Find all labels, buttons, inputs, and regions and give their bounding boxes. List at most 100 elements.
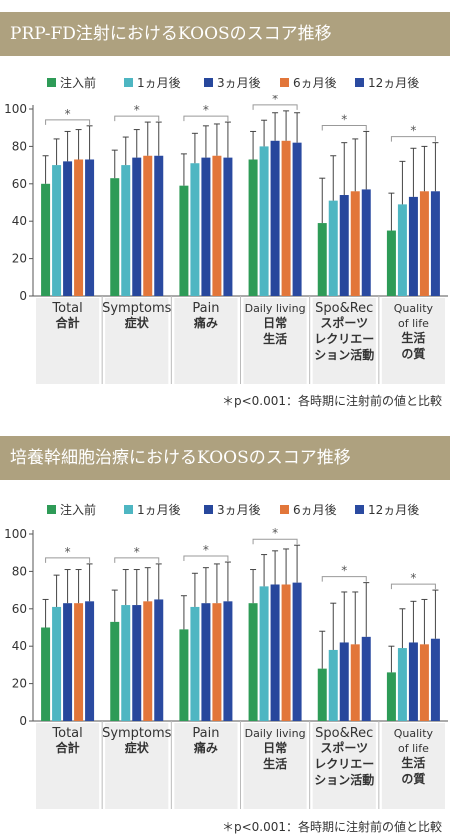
legend-swatch bbox=[204, 78, 213, 87]
legend-item: 3ヵ月後 bbox=[204, 74, 261, 91]
bar bbox=[41, 627, 51, 721]
y-tick-label: 0 bbox=[19, 289, 27, 303]
legend-swatch bbox=[204, 505, 213, 514]
bar bbox=[63, 161, 73, 296]
category-label-ja: の質 bbox=[401, 346, 425, 361]
category-label-ja: ション活動 bbox=[314, 772, 374, 787]
category-panel bbox=[174, 723, 238, 809]
bar bbox=[328, 649, 338, 721]
bar bbox=[397, 648, 407, 721]
category-label-en: Spo&Rec bbox=[315, 726, 373, 741]
bar bbox=[110, 621, 120, 721]
legend-label: 6ヵ月後 bbox=[293, 503, 337, 517]
legend-item: 6ヵ月後 bbox=[280, 74, 337, 91]
legend-item: 12ヵ月後 bbox=[355, 501, 419, 518]
y-tick-label: 60 bbox=[12, 177, 27, 191]
legend-swatch bbox=[47, 505, 56, 514]
category-label-en: Pain bbox=[192, 726, 219, 741]
legend-label: 6ヵ月後 bbox=[293, 76, 337, 90]
category-panel bbox=[105, 723, 169, 809]
bar bbox=[419, 644, 429, 721]
y-tick-label: 40 bbox=[12, 214, 27, 228]
y-tick-label: 60 bbox=[12, 602, 27, 616]
significance-bracket bbox=[390, 136, 436, 142]
category-panel bbox=[312, 298, 376, 384]
significance-bracket bbox=[45, 557, 91, 563]
chart-1-title: PRP-FD注射におけるKOOSのスコア推移 bbox=[0, 12, 450, 56]
legend-swatch bbox=[124, 505, 133, 514]
legend-swatch bbox=[47, 78, 56, 87]
significance-mark: * bbox=[410, 571, 416, 585]
bar bbox=[179, 629, 189, 721]
category-panel bbox=[243, 723, 307, 809]
category-label-ja: 合計 bbox=[56, 740, 80, 755]
category-panel bbox=[243, 298, 307, 384]
significance-bracket bbox=[321, 124, 367, 131]
bar bbox=[430, 638, 440, 721]
significance-mark: * bbox=[134, 545, 140, 559]
legend-swatch bbox=[124, 78, 133, 87]
bar bbox=[132, 157, 142, 296]
bar bbox=[248, 159, 258, 296]
significance-bracket bbox=[45, 119, 91, 125]
bar bbox=[361, 636, 371, 721]
category-label-ja: レクリエー bbox=[314, 332, 374, 346]
legend-item: 12ヵ月後 bbox=[355, 74, 419, 91]
category-label-ja: の質 bbox=[401, 771, 425, 786]
bar bbox=[292, 142, 302, 296]
significance-mark: * bbox=[410, 124, 416, 138]
bar bbox=[339, 195, 349, 296]
bar bbox=[328, 200, 338, 296]
y-tick-label: 20 bbox=[12, 677, 27, 691]
significance-mark: * bbox=[65, 545, 71, 559]
bar bbox=[350, 644, 360, 721]
y-tick-label: 80 bbox=[12, 139, 27, 153]
bar bbox=[339, 642, 349, 721]
chart-1-footnote: ＊p<0.001：各時期に注射前の値と比較 bbox=[221, 394, 442, 408]
bar bbox=[270, 584, 280, 721]
significance-mark: * bbox=[272, 526, 278, 540]
legend-item: 1ヵ月後 bbox=[124, 501, 181, 518]
bar bbox=[212, 155, 222, 296]
category-label-en: Spo&Rec bbox=[315, 301, 373, 316]
legend-swatch bbox=[280, 78, 289, 87]
category-label-en: Quality bbox=[394, 302, 434, 315]
category-label-ja: 日常 bbox=[263, 315, 287, 330]
bar bbox=[248, 603, 258, 721]
category-panel bbox=[36, 723, 100, 809]
category-label-en: of life bbox=[398, 742, 429, 755]
category-label-en: Total bbox=[51, 726, 82, 741]
significance-bracket bbox=[183, 115, 229, 122]
bar bbox=[259, 146, 269, 296]
bar bbox=[85, 159, 95, 296]
category-label-en: Total bbox=[51, 301, 82, 316]
category-label-en: Quality bbox=[394, 727, 434, 740]
y-tick-label: 100 bbox=[4, 527, 27, 541]
bar bbox=[281, 140, 291, 296]
category-label-ja: 症状 bbox=[125, 315, 150, 330]
bar bbox=[317, 668, 327, 721]
category-panel bbox=[312, 723, 376, 809]
significance-mark: * bbox=[341, 112, 347, 126]
category-panel bbox=[174, 298, 238, 384]
bar bbox=[154, 599, 164, 721]
legend-label: 3ヵ月後 bbox=[217, 76, 261, 90]
category-label-ja: スポーツ bbox=[320, 315, 368, 330]
y-tick-label: 100 bbox=[4, 102, 27, 116]
bar bbox=[201, 157, 211, 296]
category-label-ja: 生活 bbox=[263, 756, 287, 771]
bar bbox=[270, 140, 280, 296]
bar bbox=[408, 642, 418, 721]
significance-mark: * bbox=[203, 543, 209, 557]
bar bbox=[223, 157, 233, 296]
bar bbox=[41, 183, 51, 296]
legend-label: 12ヵ月後 bbox=[368, 503, 420, 517]
bar bbox=[74, 603, 84, 721]
bar bbox=[386, 672, 396, 721]
bar bbox=[74, 159, 84, 296]
bar bbox=[430, 191, 440, 296]
y-tick-label: 40 bbox=[12, 639, 27, 653]
category-label-ja: 痛み bbox=[193, 315, 218, 330]
legend-label: 12ヵ月後 bbox=[368, 76, 420, 90]
